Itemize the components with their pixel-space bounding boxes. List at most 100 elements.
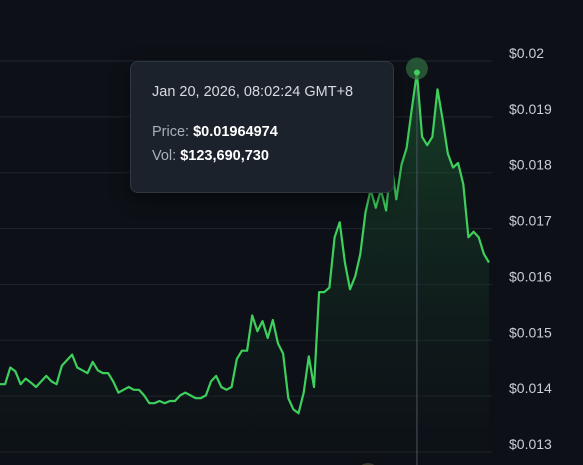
price-point (102, 372, 104, 374)
y-tick-label: $0.019 (509, 101, 552, 117)
price-point (447, 153, 449, 155)
price-point (81, 369, 83, 371)
price-point (107, 372, 109, 374)
price-point (174, 400, 176, 402)
price-point (236, 358, 238, 360)
price-tooltip: Jan 20, 2026, 08:02:24 GMT+8 Price: $0.0… (130, 61, 394, 193)
price-point (210, 380, 212, 382)
y-tick-label: $0.015 (509, 324, 552, 340)
price-point (473, 231, 475, 233)
tooltip-price-row: Price: $0.01964974 (152, 120, 393, 144)
y-axis-tick-labels: $0.02 $0.019 $0.018 $0.017 $0.016 $0.015 $0.01… (509, 45, 552, 452)
price-point (442, 119, 444, 121)
tooltip-volume-row: Vol: $123,690,730 (152, 144, 393, 168)
price-point (303, 392, 305, 394)
price-point (97, 369, 99, 371)
price-point (401, 164, 403, 166)
price-point (4, 383, 6, 385)
price-point (112, 380, 114, 382)
price-point (195, 397, 197, 399)
price-point (35, 386, 37, 388)
price-point (14, 370, 16, 372)
price-point (411, 108, 413, 110)
price-point (256, 330, 258, 332)
price-point (200, 397, 202, 399)
price-point (66, 359, 68, 361)
price-point (30, 382, 32, 384)
price-point (437, 88, 439, 90)
price-point (359, 253, 361, 255)
price-point (128, 386, 130, 388)
price-point (251, 315, 253, 317)
price-point (45, 375, 47, 377)
price-point (452, 167, 454, 169)
price-point (323, 291, 325, 293)
price-point (215, 375, 217, 377)
y-tick-label: $0.014 (509, 380, 552, 396)
tooltip-price-label: Price: (152, 124, 190, 140)
price-point (61, 365, 63, 367)
price-point (385, 210, 387, 212)
price-point (226, 389, 228, 391)
price-point (406, 147, 408, 149)
price-point (313, 386, 315, 388)
price-point (76, 367, 78, 369)
price-point (308, 355, 310, 357)
price-point (292, 408, 294, 410)
price-line (0, 71, 490, 415)
price-point (467, 236, 469, 238)
price-point (190, 394, 192, 396)
price-point (272, 319, 274, 321)
price-point (87, 372, 89, 374)
price-point (354, 275, 356, 277)
hover-point[interactable] (413, 69, 420, 76)
price-point (349, 288, 351, 290)
price-point (282, 353, 284, 355)
price-point (117, 392, 119, 394)
hover-point-halo (405, 57, 428, 80)
price-point (159, 400, 161, 402)
price-point (298, 412, 300, 414)
y-tick-label: $0.018 (509, 157, 552, 173)
price-point (164, 402, 166, 404)
price-point (143, 394, 145, 396)
price-point (25, 378, 27, 380)
price-point (123, 389, 125, 391)
price-point (488, 262, 490, 264)
price-point (334, 236, 336, 238)
price-point (56, 383, 58, 385)
price-point (71, 354, 73, 356)
price-point (318, 291, 320, 293)
price-point (328, 287, 330, 289)
price-point (40, 380, 42, 382)
tooltip-volume-value: $123,690,730 (180, 148, 269, 164)
price-point (267, 337, 269, 339)
price-point (179, 394, 181, 396)
price-point (169, 400, 171, 402)
price-point (365, 211, 367, 213)
price-point (20, 383, 22, 385)
price-point (9, 367, 11, 369)
y-tick-label: $0.017 (509, 213, 552, 229)
price-point (277, 343, 279, 345)
price-point (462, 183, 464, 185)
price-point (483, 253, 485, 255)
price-point (133, 389, 135, 391)
price-point (231, 386, 233, 388)
price-point (287, 397, 289, 399)
price-point (205, 394, 207, 396)
price-point (51, 380, 53, 382)
price-point (395, 198, 397, 200)
tooltip-date: Jan 20, 2026, 08:02:24 GMT+8 (152, 84, 354, 100)
price-point (344, 262, 346, 264)
y-tick-label: $0.016 (509, 268, 552, 284)
tooltip-volume-label: Vol: (152, 148, 177, 164)
tooltip-price-value: $0.01964974 (193, 124, 278, 140)
y-tick-label: $0.013 (509, 436, 552, 452)
price-point (92, 361, 94, 363)
price-point (421, 136, 423, 138)
price-point (262, 320, 264, 322)
price-point (153, 402, 155, 404)
price-point (246, 350, 248, 352)
